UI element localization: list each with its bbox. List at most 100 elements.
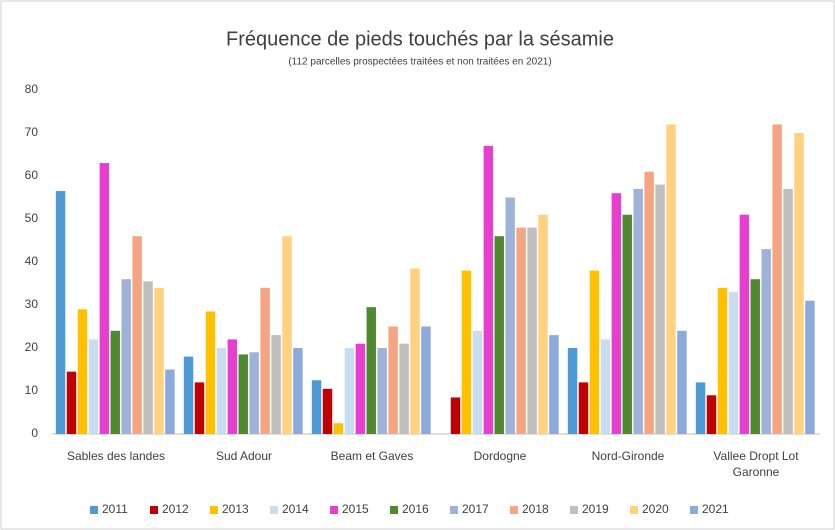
bar <box>260 287 270 434</box>
bar <box>728 292 739 434</box>
bar <box>88 339 99 434</box>
bar <box>549 335 559 434</box>
bar <box>783 188 793 434</box>
bar <box>750 279 760 434</box>
bar <box>600 339 611 434</box>
legend-swatch <box>210 506 218 514</box>
legend-label: 2013 <box>222 502 249 516</box>
bar <box>399 343 409 434</box>
bar <box>344 348 355 434</box>
legend-label: 2020 <box>642 502 669 516</box>
legend-label: 2017 <box>462 502 489 516</box>
bar <box>538 214 548 434</box>
bar <box>483 145 494 434</box>
y-tick-label: 10 <box>25 383 39 397</box>
bar <box>238 354 248 434</box>
bar <box>450 397 461 434</box>
y-tick-label: 70 <box>25 125 39 139</box>
bar <box>527 227 537 434</box>
legend-swatch <box>270 506 278 514</box>
bar <box>677 330 687 434</box>
bar <box>121 279 131 434</box>
x-tick-label: Sables des landes <box>66 449 166 463</box>
bar <box>410 268 420 434</box>
bar <box>355 343 366 434</box>
bar <box>516 227 526 434</box>
bar <box>461 270 472 434</box>
bar <box>388 326 398 434</box>
legend-label: 2019 <box>582 502 609 516</box>
bar <box>311 380 322 434</box>
bar <box>110 330 120 434</box>
bar <box>633 188 643 434</box>
bar <box>154 287 164 434</box>
bar <box>293 348 303 434</box>
bar <box>421 326 431 434</box>
legend-label: 2012 <box>162 502 189 516</box>
bar <box>472 330 483 434</box>
bar <box>99 163 110 434</box>
x-tick-label: Beam et Gaves <box>330 449 414 463</box>
bar <box>271 335 281 434</box>
legend-swatch <box>90 506 98 514</box>
legend-label: 2018 <box>522 502 549 516</box>
legend-label: 2016 <box>402 502 429 516</box>
y-tick-label: 50 <box>25 211 39 225</box>
bar <box>611 193 622 434</box>
bar <box>706 395 717 434</box>
legend-swatch <box>450 506 458 514</box>
legend-swatch <box>510 506 518 514</box>
bar <box>505 197 515 434</box>
chart-title: Fréquence de pieds touchés par la sésami… <box>226 28 614 50</box>
bar <box>772 124 782 435</box>
legend-label: 2014 <box>282 502 309 516</box>
y-tick-label: 30 <box>25 297 39 311</box>
y-tick-label: 60 <box>25 168 39 182</box>
bar <box>66 371 77 434</box>
legend-swatch <box>570 506 578 514</box>
bar <box>132 236 142 434</box>
bar <box>494 236 504 434</box>
bar <box>333 423 344 434</box>
legend-label: 2015 <box>342 502 369 516</box>
bar <box>322 388 333 434</box>
legend-swatch <box>690 506 698 514</box>
bar <box>589 270 600 434</box>
legend-swatch <box>390 506 398 514</box>
x-tick-label: Vallee Dropt Lot Garonne <box>713 449 799 479</box>
legend-swatch <box>330 506 338 514</box>
bar <box>717 287 728 434</box>
chart-subtitle: (112 parcelles prospectées traitées et n… <box>288 57 551 68</box>
legend-label: 2011 <box>102 502 128 516</box>
x-tick-label: Sud Adour <box>215 449 273 463</box>
bar <box>216 348 227 434</box>
legend-label: 2021 <box>702 502 729 516</box>
bar <box>578 382 589 434</box>
bar <box>695 382 706 434</box>
legend-swatch <box>150 506 158 514</box>
bar <box>77 309 88 434</box>
bar <box>194 382 205 434</box>
y-tick-label: 40 <box>25 254 39 268</box>
y-tick-label: 20 <box>25 340 39 354</box>
bar <box>227 339 238 434</box>
bar <box>249 352 259 434</box>
bar <box>282 236 292 434</box>
legend-swatch <box>630 506 638 514</box>
bar <box>666 124 676 435</box>
bar <box>165 369 175 434</box>
x-tick-label: Dordogne <box>473 449 527 463</box>
bar <box>739 214 750 434</box>
bar <box>761 249 771 434</box>
bar <box>366 307 376 434</box>
bar <box>205 311 216 434</box>
bar <box>183 356 194 434</box>
bar <box>655 184 665 434</box>
x-tick-label: Nord-Gironde <box>591 449 665 463</box>
bar <box>55 191 66 434</box>
bar <box>143 281 153 434</box>
y-tick-label: 0 <box>31 426 38 440</box>
bar <box>644 171 654 434</box>
bar <box>794 133 804 434</box>
